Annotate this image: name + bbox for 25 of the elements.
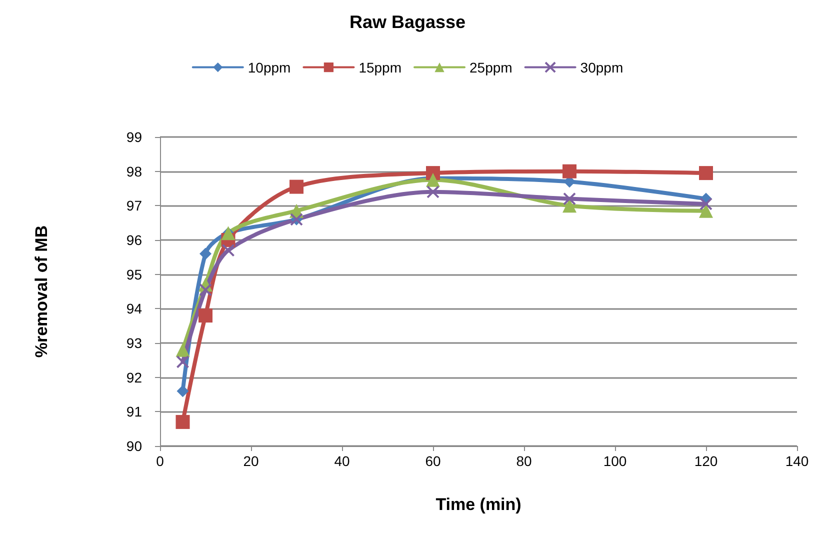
legend-label: 30ppm: [580, 59, 624, 76]
y-tick-label: 99: [126, 129, 142, 145]
legend-label: 25ppm: [470, 59, 512, 76]
x-tick-label: 140: [785, 453, 809, 469]
y-tick-label: 95: [126, 266, 142, 282]
x-tick-label: 20: [243, 453, 259, 469]
legend-label: 15ppm: [358, 59, 402, 76]
chart-title: Raw Bagasse: [349, 12, 466, 32]
y-tick-label: 94: [126, 300, 142, 317]
y-tick-label: 91: [126, 404, 142, 420]
x-axis-title: Time (min): [436, 495, 522, 514]
y-tick-label: 98: [126, 163, 142, 180]
y-tick-label: 93: [126, 335, 142, 351]
x-tick-label: 120: [694, 453, 718, 469]
y-tick-label: 92: [126, 369, 142, 386]
legend-label: 10ppm: [248, 59, 291, 76]
y-tick-label: 96: [126, 232, 142, 248]
x-tick-label: 0: [156, 453, 164, 469]
x-tick-label: 60: [425, 453, 441, 469]
x-tick-label: 100: [603, 453, 627, 469]
x-tick-label: 80: [516, 453, 532, 469]
y-tick-label: 90: [126, 438, 142, 454]
y-axis-title: %removal of MB: [32, 225, 51, 358]
y-tick-label: 97: [126, 198, 142, 214]
x-tick-label: 40: [334, 453, 350, 469]
